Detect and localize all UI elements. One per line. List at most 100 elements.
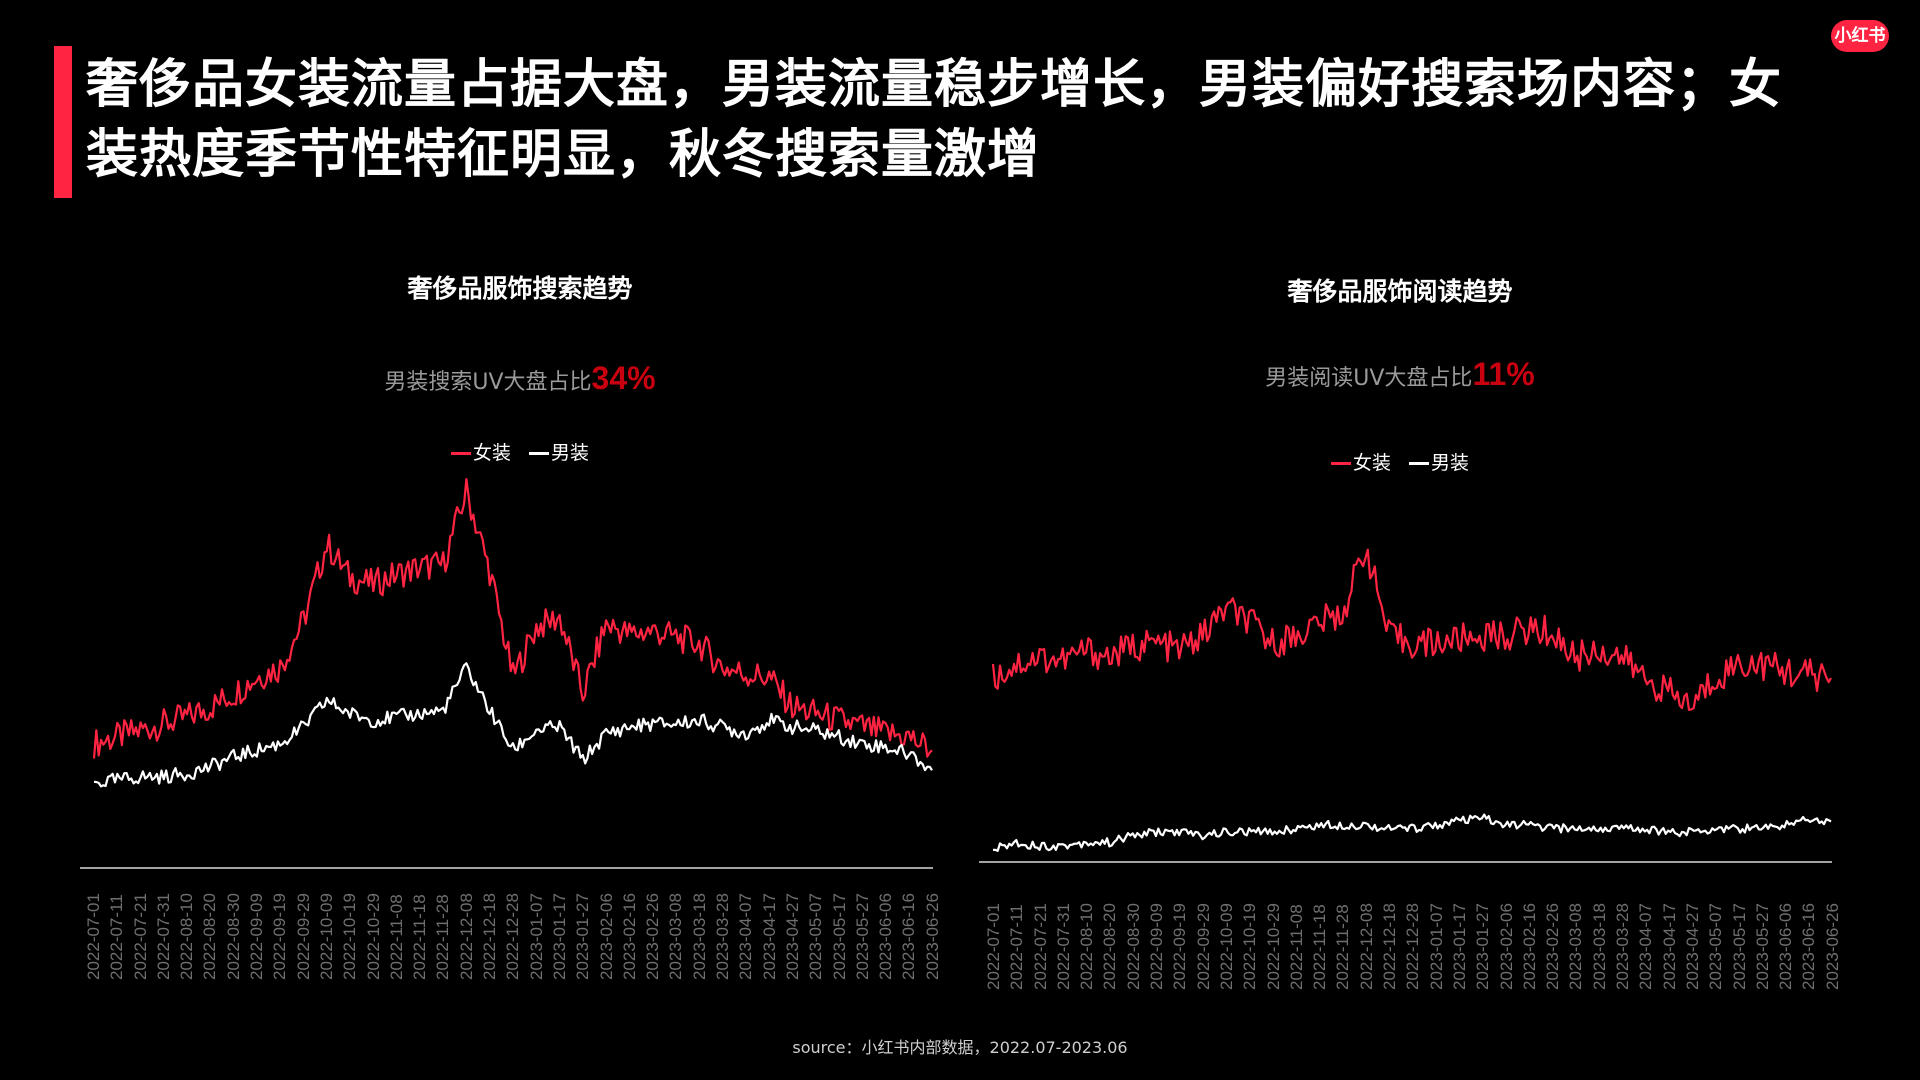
x-tick-label: 2023-04-27 xyxy=(1682,903,1702,990)
stat-value: 11% xyxy=(1472,356,1535,392)
x-tick-label: 2022-11-08 xyxy=(1286,904,1306,990)
x-tick-label: 2023-06-06 xyxy=(1776,903,1796,990)
legend-item-women: 女装 xyxy=(450,442,511,464)
x-tick-label: 2023-02-26 xyxy=(643,893,663,980)
x-tick-label: 2023-05-17 xyxy=(829,893,849,980)
stat-label: 男装阅读UV大盘占比 xyxy=(1265,366,1473,391)
x-tick-label: 2022-08-10 xyxy=(1077,903,1097,990)
x-tick-label: 2022-08-30 xyxy=(223,893,243,980)
x-tick-label: 2023-04-27 xyxy=(782,893,802,980)
page-headline: 奢侈品女装流量占据大盘，男装流量稳步增长，男装偏好搜索场内容；女装热度季节性特征… xyxy=(86,55,1783,185)
search-x-axis-ticks: 2022-07-01 2022-07-11 2022-07-21 2022-07-31… xyxy=(82,880,944,980)
search-trend-plot xyxy=(80,478,933,869)
x-tick-label: 2022-12-28 xyxy=(503,893,523,980)
chart-legend: 女装 男装 xyxy=(0,438,1040,465)
x-tick-label: 2022-07-01 xyxy=(84,893,103,980)
x-tick-label: 2022-12-18 xyxy=(480,893,500,980)
x-tick-label: 2022-07-31 xyxy=(1053,903,1073,990)
x-tick-label: 2022-09-29 xyxy=(1193,903,1213,990)
x-tick-label: 2023-03-08 xyxy=(1566,903,1586,990)
x-tick-label: 2022-11-18 xyxy=(1310,904,1330,990)
x-tick-label: 2022-10-19 xyxy=(1240,903,1260,990)
x-tick-label: 2023-04-17 xyxy=(1659,903,1679,990)
x-tick-label: 2022-10-09 xyxy=(316,893,336,980)
x-tick-label: 2023-03-18 xyxy=(1589,903,1609,990)
x-tick-label: 2023-04-07 xyxy=(736,893,756,980)
men-share-stat: 男装搜索UV大盘占比34% xyxy=(0,360,1040,397)
chart-legend: 女装 男装 xyxy=(880,448,1920,475)
x-tick-label: 2023-06-16 xyxy=(899,893,919,980)
men-share-stat: 男装阅读UV大盘占比11% xyxy=(880,356,1920,393)
source-footnote: source：小红书内部数据，2022.07-2023.06 xyxy=(792,1038,1128,1057)
legend-item-men: 男装 xyxy=(529,442,589,464)
x-tick-label: 2022-12-28 xyxy=(1403,903,1423,990)
x-tick-label: 2023-04-07 xyxy=(1636,903,1656,990)
read-x-axis-ticks: 2022-07-01 2022-07-11 2022-07-21 2022-07-31… xyxy=(982,890,1844,990)
x-tick-label: 2022-09-19 xyxy=(270,893,290,980)
legend-item-women: 女装 xyxy=(1330,452,1391,474)
x-tick-label: 2023-01-07 xyxy=(1426,903,1446,990)
x-tick-label: 2023-03-28 xyxy=(713,893,733,980)
x-tick-label: 2023-02-16 xyxy=(1519,903,1539,990)
x-tick-label: 2023-03-28 xyxy=(1613,903,1633,990)
x-tick-label: 2022-12-18 xyxy=(1380,903,1400,990)
x-tick-label: 2023-05-17 xyxy=(1729,903,1749,990)
x-tick-label: 2023-02-26 xyxy=(1543,903,1563,990)
x-tick-label: 2022-11-08 xyxy=(386,894,406,980)
women-swatch-icon xyxy=(450,452,471,455)
x-tick-label: 2022-07-11 xyxy=(107,894,127,980)
x-tick-label: 2022-07-11 xyxy=(1007,904,1027,990)
men-series-line xyxy=(992,813,1832,852)
x-tick-label: 2022-08-10 xyxy=(177,893,197,980)
x-tick-label: 2022-12-08 xyxy=(1356,903,1376,990)
x-tick-label: 2022-12-08 xyxy=(456,893,476,980)
x-tick-label: 2023-02-06 xyxy=(596,893,616,980)
x-tick-label: 2022-07-01 xyxy=(984,903,1003,990)
x-tick-label: 2022-09-29 xyxy=(293,893,313,980)
men-swatch-icon xyxy=(1409,462,1430,465)
women-series-line xyxy=(991,548,1832,711)
panel-title: 奢侈品服饰搜索趋势 xyxy=(407,274,633,303)
stat-value: 34% xyxy=(591,360,656,396)
x-tick-label: 2022-10-19 xyxy=(340,893,360,980)
x-tick-label: 2023-03-08 xyxy=(666,893,686,980)
men-series-line xyxy=(93,662,933,788)
x-tick-label: 2023-05-07 xyxy=(1706,903,1726,990)
stat-label: 男装搜索UV大盘占比 xyxy=(384,370,592,395)
x-tick-label: 2023-06-16 xyxy=(1799,903,1819,990)
x-tick-label: 2022-11-18 xyxy=(410,894,430,980)
headline-accent-bar xyxy=(54,46,72,198)
x-tick-label: 2023-04-17 xyxy=(759,893,779,980)
xiaohongshu-logo: 小红书 xyxy=(1831,20,1889,52)
panel-title: 奢侈品服饰阅读趋势 xyxy=(1287,277,1513,306)
x-tick-label: 2023-05-27 xyxy=(1752,903,1772,990)
x-tick-label: 2022-10-29 xyxy=(1263,903,1283,990)
x-tick-label: 2023-03-18 xyxy=(689,893,709,980)
women-series-line xyxy=(92,478,933,759)
x-tick-label: 2022-07-21 xyxy=(1030,903,1050,990)
women-swatch-icon xyxy=(1330,462,1351,465)
legend-item-men: 男装 xyxy=(1409,452,1469,474)
x-tick-label: 2022-07-31 xyxy=(153,893,173,980)
x-tick-label: 2023-05-07 xyxy=(806,893,826,980)
x-tick-label: 2023-01-27 xyxy=(573,893,593,980)
x-tick-label: 2023-01-17 xyxy=(1449,903,1469,990)
men-swatch-icon xyxy=(529,452,550,455)
x-tick-label: 2022-11-28 xyxy=(1333,904,1353,990)
x-tick-label: 2022-09-09 xyxy=(247,893,267,980)
x-tick-label: 2023-02-06 xyxy=(1496,903,1516,990)
x-tick-label: 2023-06-06 xyxy=(876,893,896,980)
x-tick-label: 2023-01-17 xyxy=(549,893,569,980)
x-tick-label: 2022-10-09 xyxy=(1216,903,1236,990)
x-tick-label: 2023-02-16 xyxy=(619,893,639,980)
x-tick-label: 2023-01-07 xyxy=(526,893,546,980)
x-tick-label: 2022-07-21 xyxy=(130,893,150,980)
x-tick-label: 2022-08-20 xyxy=(1100,903,1120,990)
x-tick-label: 2022-08-30 xyxy=(1123,903,1143,990)
x-tick-label: 2023-06-26 xyxy=(1822,903,1842,990)
x-tick-label: 2022-08-20 xyxy=(200,893,220,980)
read-trend-plot xyxy=(979,548,1832,863)
x-tick-label: 2022-11-28 xyxy=(433,894,453,980)
x-tick-label: 2023-05-27 xyxy=(852,893,872,980)
x-tick-label: 2022-09-19 xyxy=(1170,903,1190,990)
